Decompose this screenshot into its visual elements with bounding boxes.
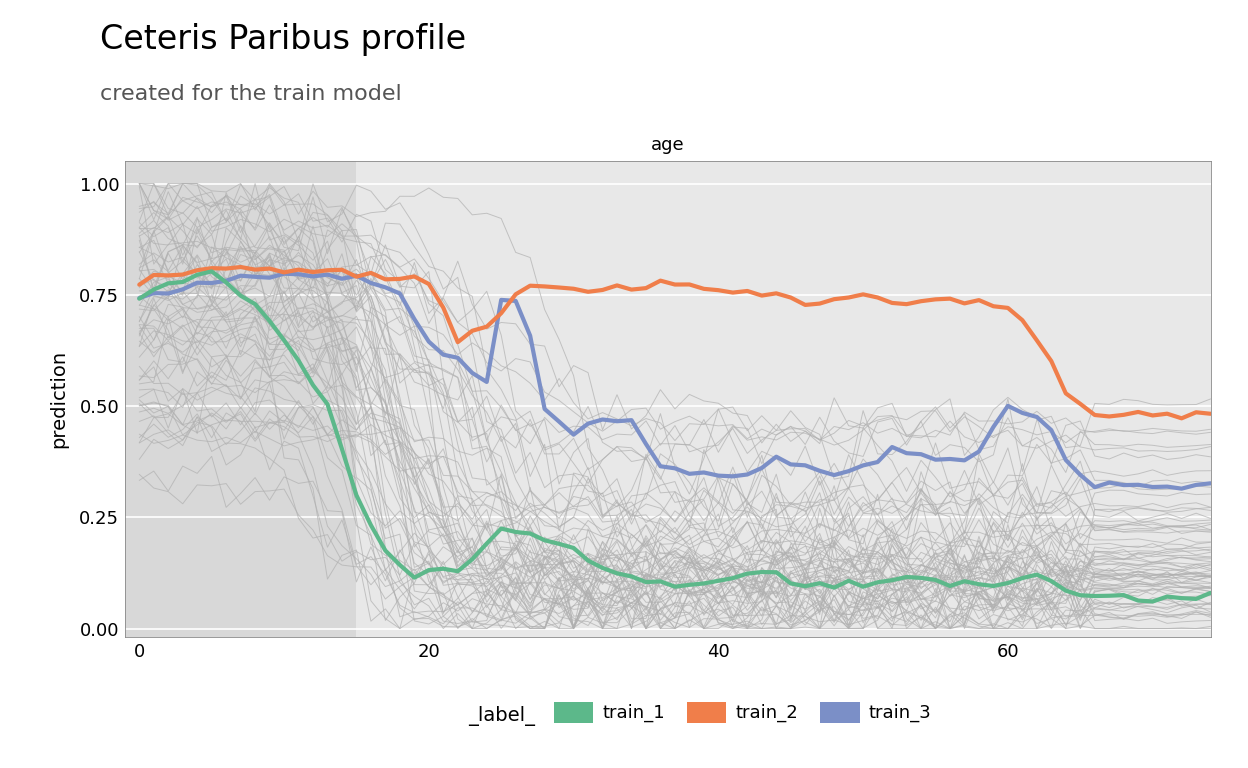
Text: Ceteris Paribus profile: Ceteris Paribus profile [100, 23, 466, 56]
Y-axis label: prediction: prediction [49, 350, 69, 449]
Bar [125, 161, 357, 637]
Text: created for the train model: created for the train model [100, 84, 402, 104]
Title: age: age [651, 136, 684, 154]
Text: _label_: _label_ [468, 706, 535, 726]
Legend: train_1, train_2, train_3: train_1, train_2, train_3 [547, 694, 938, 730]
